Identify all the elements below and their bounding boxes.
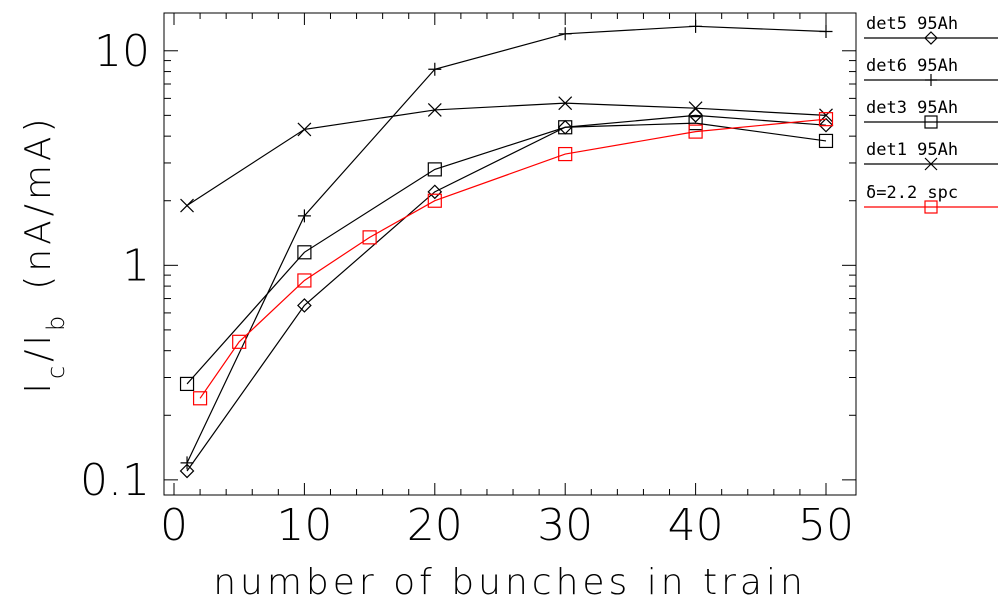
series-2 [180, 19, 833, 470]
y-axis-title-main: I [18, 379, 59, 394]
y-tick-label: 0.1 [80, 455, 150, 506]
series-line [199, 118, 827, 399]
legend-label: δ=2.2 spc [866, 183, 958, 203]
plus-marker [180, 456, 194, 470]
x-tick-label: 20 [407, 500, 463, 551]
legend-entry: det1 95Ah [864, 140, 998, 171]
square-marker [179, 376, 195, 392]
series-line [186, 122, 827, 385]
y-tick-label: 1 [122, 240, 150, 291]
diamond-marker [818, 117, 834, 133]
legend-entry: det5 95Ah [864, 14, 998, 45]
x-tick-label: 0 [160, 500, 188, 551]
square-marker [688, 124, 703, 139]
square-marker [427, 162, 442, 177]
square-marker [818, 133, 834, 149]
legend-label: det6 95Ah [866, 56, 958, 76]
legend: det5 95Ah det6 95Ah det3 95Ah det1 95Ah δ=2.… [864, 14, 998, 214]
series-layer [179, 19, 834, 479]
y-axis-title-sub1: c [42, 362, 70, 379]
square-marker [192, 391, 208, 406]
square-marker [688, 116, 703, 131]
plus-marker [428, 62, 442, 76]
y-axis-title-slash: /I [18, 331, 59, 362]
x-tick-labels: 0 10 20 30 40 50 [160, 500, 854, 551]
diamond-marker [297, 298, 312, 313]
x-marker [688, 101, 703, 116]
series-line [186, 102, 827, 207]
legend-label: det5 95Ah [866, 14, 958, 34]
square-marker [297, 245, 312, 260]
series-3 [179, 116, 834, 392]
square-marker [558, 146, 573, 162]
y-tick-label: 10 [94, 26, 150, 77]
x-tick-label: 30 [537, 500, 593, 551]
plot-frame [163, 12, 857, 496]
series-line [186, 114, 827, 472]
plus-marker [297, 209, 311, 223]
plus-marker [819, 24, 833, 38]
x-tick-label: 50 [798, 500, 854, 551]
x-tick-label: 10 [276, 500, 332, 551]
y-axis-title-units: (nA/mA) [18, 114, 59, 289]
plus-marker [558, 27, 572, 41]
diamond-marker [924, 31, 938, 45]
square-marker [924, 200, 938, 214]
square-marker [558, 120, 573, 135]
svg-text:Ic/Ib(nA/mA): Ic/Ib (nA/mA) [18, 114, 70, 393]
square-marker [362, 230, 377, 245]
diamond-marker [179, 463, 195, 479]
x-marker [297, 122, 312, 137]
square-marker [297, 273, 312, 288]
x-marker [924, 157, 938, 171]
square-marker [818, 112, 834, 127]
series-line [186, 25, 827, 464]
legend-entry: δ=2.2 spc [864, 183, 998, 214]
square-marker [232, 334, 247, 349]
series-5 [192, 112, 834, 406]
legend-entry: det3 95Ah [864, 98, 998, 129]
plus-marker [689, 19, 703, 33]
y-axis-title: Ic/Ib (nA/mA) [18, 114, 70, 393]
legend-label: det3 95Ah [866, 98, 958, 118]
x-marker [427, 103, 442, 117]
x-marker [558, 96, 573, 111]
square-marker [924, 115, 938, 129]
x-marker [180, 198, 194, 213]
diamond-marker [427, 184, 443, 200]
y-axis-title-sub2: b [42, 312, 70, 331]
axis-ticks [164, 13, 856, 495]
x-axis-title: number of bunches in train [213, 562, 807, 600]
plus-marker [925, 74, 937, 86]
square-marker [427, 193, 442, 208]
series-4 [180, 96, 833, 213]
legend-label: det1 95Ah [866, 140, 958, 160]
legend-entry: det6 95Ah [864, 56, 998, 86]
series-1 [179, 108, 834, 479]
x-tick-label: 40 [668, 500, 724, 551]
y-tick-labels: 0.1 1 10 [80, 26, 150, 506]
